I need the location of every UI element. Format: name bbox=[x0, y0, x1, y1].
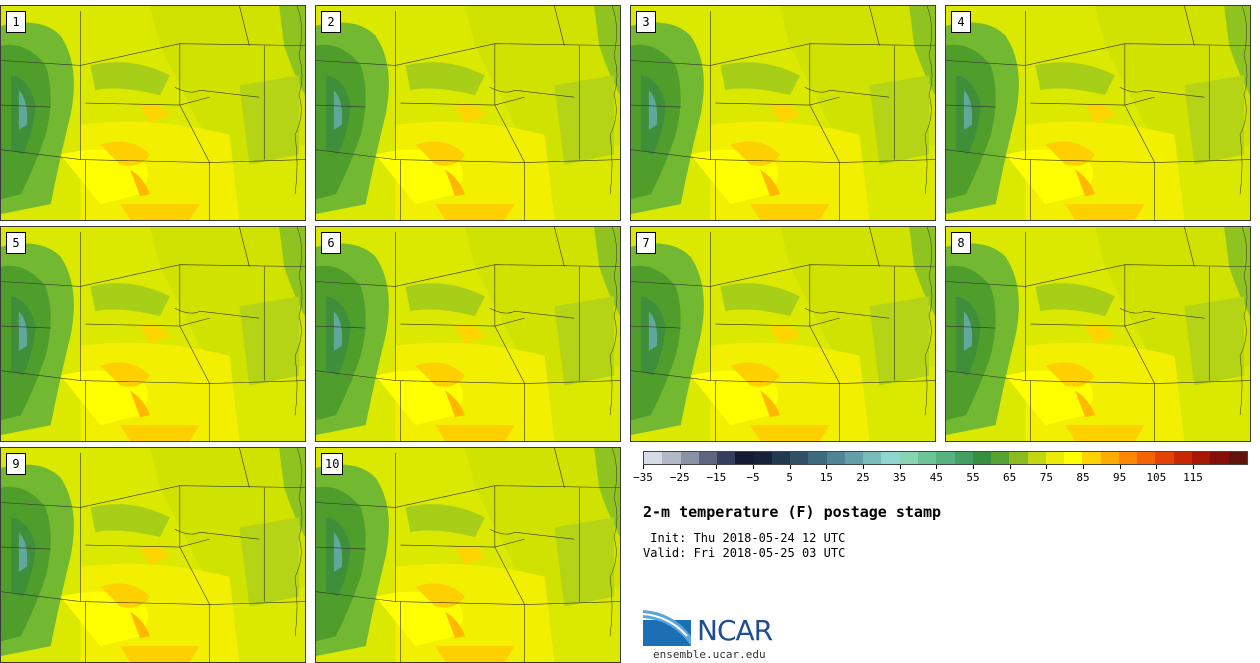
colorbar-tick bbox=[716, 465, 718, 469]
colorbar-swatch bbox=[717, 452, 736, 464]
colorbar-tick-label: 5 bbox=[786, 471, 793, 484]
colorbar-swatch bbox=[808, 452, 827, 464]
colorbar-swatch bbox=[1191, 452, 1211, 464]
ncar-logo-icon bbox=[643, 610, 691, 646]
panel-number-label: 3 bbox=[636, 11, 656, 33]
colorbar-tick-label: −25 bbox=[669, 471, 690, 484]
map-panel: 7 bbox=[630, 226, 936, 442]
colorbar-swatch bbox=[899, 452, 918, 464]
colorbar-tick bbox=[1193, 465, 1194, 469]
map-panel: 4 bbox=[945, 5, 1251, 221]
temperature-colorbar bbox=[643, 451, 1248, 465]
colorbar-tick-label: 15 bbox=[819, 471, 833, 484]
colorbar-tick-label: 85 bbox=[1076, 471, 1090, 484]
colorbar-swatch bbox=[790, 452, 809, 464]
colorbar-tick-label: −5 bbox=[746, 471, 760, 484]
colorbar-tick bbox=[753, 465, 754, 469]
init-time: Init: Thu 2018-05-24 12 UTC bbox=[643, 531, 846, 545]
colorbar-tick bbox=[679, 465, 681, 469]
colorbar-swatch bbox=[1210, 452, 1229, 464]
panel-number-label: 9 bbox=[6, 453, 26, 475]
colorbar-tick-label: 45 bbox=[929, 471, 943, 484]
colorbar-swatch bbox=[662, 452, 681, 464]
colorbar-tick bbox=[826, 465, 828, 469]
colorbar-swatch bbox=[1228, 452, 1247, 464]
colorbar-swatch bbox=[753, 452, 772, 464]
colorbar-swatch bbox=[1173, 452, 1192, 464]
colorbar-tick bbox=[1083, 465, 1084, 469]
colorbar-swatch bbox=[735, 452, 754, 464]
colorbar-swatch bbox=[698, 452, 718, 464]
colorbar-swatch bbox=[644, 452, 663, 464]
colorbar-tick bbox=[1009, 465, 1011, 469]
map-panel: 9 bbox=[0, 447, 306, 663]
colorbar-tick bbox=[789, 465, 791, 469]
colorbar-tick-label: 55 bbox=[966, 471, 980, 484]
colorbar-tick-label: 65 bbox=[1003, 471, 1017, 484]
colorbar-tick bbox=[643, 465, 644, 469]
logo-url: ensemble.ucar.edu bbox=[653, 648, 766, 661]
colorbar-swatch bbox=[680, 452, 699, 464]
colorbar-tick-label: 105 bbox=[1146, 471, 1167, 484]
colorbar-tick-labels: −35 −25 −15 −5 5 15 25 35 45 55 65 75 85 95 105 115 bbox=[633, 465, 1248, 487]
colorbar-swatch bbox=[1027, 452, 1046, 464]
panel-number-label: 10 bbox=[321, 453, 344, 475]
colorbar-swatch bbox=[863, 452, 882, 464]
colorbar-tick-label: 75 bbox=[1039, 471, 1053, 484]
map-panel: 1 bbox=[0, 5, 306, 221]
colorbar-swatch bbox=[954, 452, 973, 464]
panel-number-label: 8 bbox=[951, 232, 971, 254]
colorbar-swatch bbox=[844, 452, 864, 464]
colorbar-swatch bbox=[1009, 452, 1028, 464]
colorbar-swatch bbox=[917, 452, 937, 464]
colorbar-swatch bbox=[881, 452, 900, 464]
panel-number-label: 7 bbox=[636, 232, 656, 254]
colorbar-tick-label: 95 bbox=[1113, 471, 1127, 484]
colorbar-swatch bbox=[826, 452, 845, 464]
colorbar-tick-label: 115 bbox=[1183, 471, 1203, 484]
colorbar-swatch bbox=[991, 452, 1010, 464]
valid-time: Valid: Fri 2018-05-25 03 UTC bbox=[643, 546, 846, 560]
colorbar-tick bbox=[863, 465, 864, 469]
map-panel: 5 bbox=[0, 226, 306, 442]
map-panel: 10 bbox=[315, 447, 621, 663]
colorbar-tick bbox=[1119, 465, 1121, 469]
colorbar-swatch bbox=[1155, 452, 1174, 464]
map-panel: 8 bbox=[945, 226, 1251, 442]
colorbar-swatch bbox=[972, 452, 992, 464]
colorbar-swatch bbox=[1137, 452, 1156, 464]
chart-title: 2-m temperature (F) postage stamp bbox=[643, 503, 942, 521]
map-panel: 2 bbox=[315, 5, 621, 221]
colorbar-tick-label: −15 bbox=[706, 471, 727, 484]
colorbar-tick-label: 25 bbox=[856, 471, 870, 484]
colorbar-tick-label: 35 bbox=[893, 471, 907, 484]
panel-number-label: 1 bbox=[6, 11, 26, 33]
colorbar-swatch bbox=[1118, 452, 1138, 464]
colorbar-swatch bbox=[1100, 452, 1119, 464]
panel-number-label: 6 bbox=[321, 232, 341, 254]
colorbar-tick bbox=[1046, 465, 1048, 469]
colorbar-swatch bbox=[1082, 452, 1101, 464]
panel-number-label: 5 bbox=[6, 232, 26, 254]
ncar-wordmark: NCAR bbox=[697, 614, 773, 647]
colorbar-swatch bbox=[771, 452, 791, 464]
colorbar-tick-label: −35 bbox=[633, 471, 653, 484]
colorbar-tick bbox=[1156, 465, 1158, 469]
colorbar-swatch bbox=[1045, 452, 1065, 464]
panel-number-label: 2 bbox=[321, 11, 341, 33]
colorbar-tick bbox=[899, 465, 901, 469]
panel-number-label: 4 bbox=[951, 11, 971, 33]
map-panel: 3 bbox=[630, 5, 936, 221]
colorbar-swatch bbox=[936, 452, 955, 464]
colorbar-tick bbox=[936, 465, 938, 469]
colorbar-swatch bbox=[1064, 452, 1083, 464]
colorbar-tick bbox=[973, 465, 974, 469]
map-panel: 6 bbox=[315, 226, 621, 442]
